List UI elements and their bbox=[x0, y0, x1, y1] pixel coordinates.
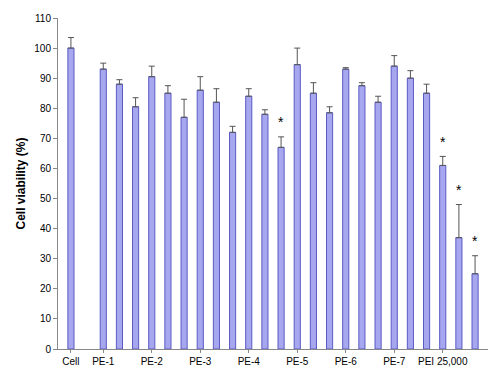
svg-text:*: * bbox=[456, 182, 462, 198]
svg-text:20: 20 bbox=[40, 283, 52, 294]
svg-text:10: 10 bbox=[40, 313, 52, 324]
svg-text:PE-4: PE-4 bbox=[238, 356, 261, 367]
svg-text:90: 90 bbox=[40, 73, 52, 84]
svg-text:*: * bbox=[472, 233, 478, 249]
svg-text:*: * bbox=[440, 134, 446, 150]
svg-text:Cell: Cell bbox=[62, 356, 79, 367]
svg-text:PE-5: PE-5 bbox=[286, 356, 309, 367]
svg-text:PE-6: PE-6 bbox=[335, 356, 358, 367]
svg-text:PEI 25,000: PEI 25,000 bbox=[418, 356, 468, 367]
svg-text:100: 100 bbox=[34, 43, 51, 54]
svg-text:PE-1: PE-1 bbox=[92, 356, 115, 367]
svg-text:PE-3: PE-3 bbox=[189, 356, 212, 367]
svg-text:PE-7: PE-7 bbox=[383, 356, 406, 367]
svg-text:70: 70 bbox=[40, 133, 52, 144]
svg-text:Cell viability (%): Cell viability (%) bbox=[14, 137, 28, 229]
svg-text:0: 0 bbox=[45, 344, 51, 355]
svg-text:30: 30 bbox=[40, 253, 52, 264]
svg-text:50: 50 bbox=[40, 193, 52, 204]
svg-text:PE-2: PE-2 bbox=[141, 356, 164, 367]
svg-text:*: * bbox=[278, 114, 284, 130]
svg-text:80: 80 bbox=[40, 103, 52, 114]
svg-text:40: 40 bbox=[40, 223, 52, 234]
svg-text:110: 110 bbox=[35, 13, 51, 24]
svg-text:60: 60 bbox=[40, 163, 52, 174]
